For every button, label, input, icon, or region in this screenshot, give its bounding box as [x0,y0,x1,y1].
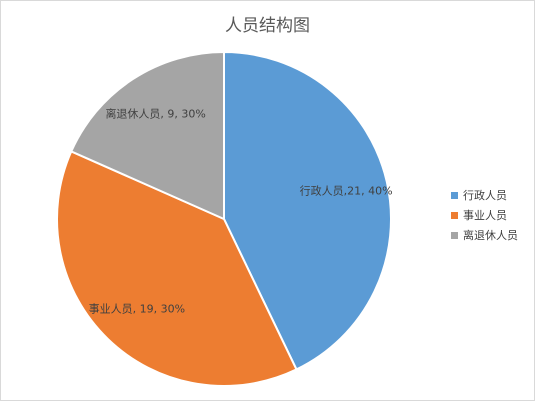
legend-item: 事业人员 [451,207,507,223]
pie-slice [223,50,392,371]
data-label: 事业人员, 19, 30% [88,302,186,316]
legend-swatch [451,211,458,219]
legend-item: 离退休人员 [451,227,518,243]
pie-slice [56,150,298,388]
pie-slice [69,50,225,221]
chart-title: 人员结构图 [225,16,310,36]
legend-item: 行政人员 [451,187,507,203]
legend-label: 离退休人员 [463,229,518,242]
data-label: 行政人员,21, 40% [299,184,393,198]
legend-swatch [451,191,458,199]
data-label: 离退休人员, 9, 30% [105,107,206,121]
legend-label: 事业人员 [463,209,507,222]
legend-label: 行政人员 [463,189,507,202]
legend-swatch [451,231,458,239]
